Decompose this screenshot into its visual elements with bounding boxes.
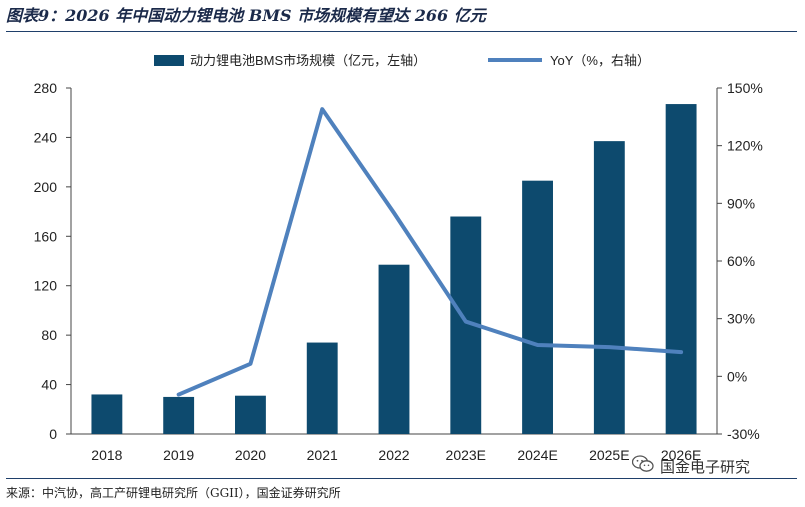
right-tick-label: -30% — [727, 426, 760, 442]
title-divider — [6, 31, 797, 32]
x-tick-label: 2022 — [378, 447, 409, 463]
left-tick-label: 200 — [34, 179, 58, 195]
x-tick-label: 2021 — [307, 447, 338, 463]
yoy-line-series — [176, 107, 684, 397]
chart-title: 图表9：2026 年中国动力锂电池 BMS 市场规模有望达 266 亿元 — [6, 6, 486, 25]
x-tick-label: 2024E — [517, 447, 557, 463]
x-tick-label: 2018 — [91, 447, 122, 463]
bar — [593, 141, 625, 434]
bar — [163, 396, 195, 434]
x-tick-label: 2019 — [163, 447, 194, 463]
source-divider — [6, 478, 797, 479]
left-tick-label: 0 — [49, 426, 57, 442]
legend-bar-swatch — [154, 55, 184, 66]
yoy-line — [176, 107, 684, 397]
wechat-icon — [631, 455, 654, 473]
bar — [522, 180, 553, 434]
left-tick-label: 160 — [34, 228, 58, 244]
legend-line-label: YoY（%，右轴） — [550, 53, 650, 68]
bar — [665, 104, 697, 435]
left-tick-label: 280 — [34, 80, 58, 96]
bms-market-chart: 动力锂电池BMS市场规模（亿元，左轴） YoY（%，右轴） 0 40 80 120 16… — [34, 53, 763, 463]
bar — [378, 264, 410, 434]
left-tick-label: 120 — [34, 278, 58, 294]
right-tick-label: 90% — [727, 195, 755, 211]
bar-series — [91, 104, 697, 435]
bar — [235, 395, 266, 434]
right-tick-label: 0% — [727, 368, 747, 384]
right-tick-label: 30% — [727, 311, 755, 327]
right-tick-label: 120% — [727, 138, 763, 154]
chart-legend: 动力锂电池BMS市场规模（亿元，左轴） YoY（%，右轴） — [154, 53, 650, 68]
right-tick-label: 60% — [727, 253, 755, 269]
right-tick-label: 150% — [727, 80, 763, 96]
x-tick-label: 2020 — [235, 447, 266, 463]
x-tick-label: 2026E — [661, 447, 701, 463]
left-tick-label: 40 — [41, 377, 57, 393]
bar — [306, 342, 338, 434]
watermark-text: 国金电子研究 — [660, 459, 751, 476]
source-note: 来源：中汽协，高工产研锂电研究所（GGII），国金证券研究所 — [6, 486, 341, 500]
chart-axes: 0 40 80 120 160 200 240 280 -30% 0% 30% 60% 90% 120% 1… — [34, 80, 763, 463]
left-tick-label: 240 — [34, 129, 58, 145]
x-tick-label: 2023E — [446, 447, 486, 463]
legend-bar-label: 动力锂电池BMS市场规模（亿元，左轴） — [190, 53, 426, 68]
x-tick-label: 2025E — [589, 447, 629, 463]
bar — [91, 394, 123, 434]
left-tick-label: 80 — [41, 327, 57, 343]
